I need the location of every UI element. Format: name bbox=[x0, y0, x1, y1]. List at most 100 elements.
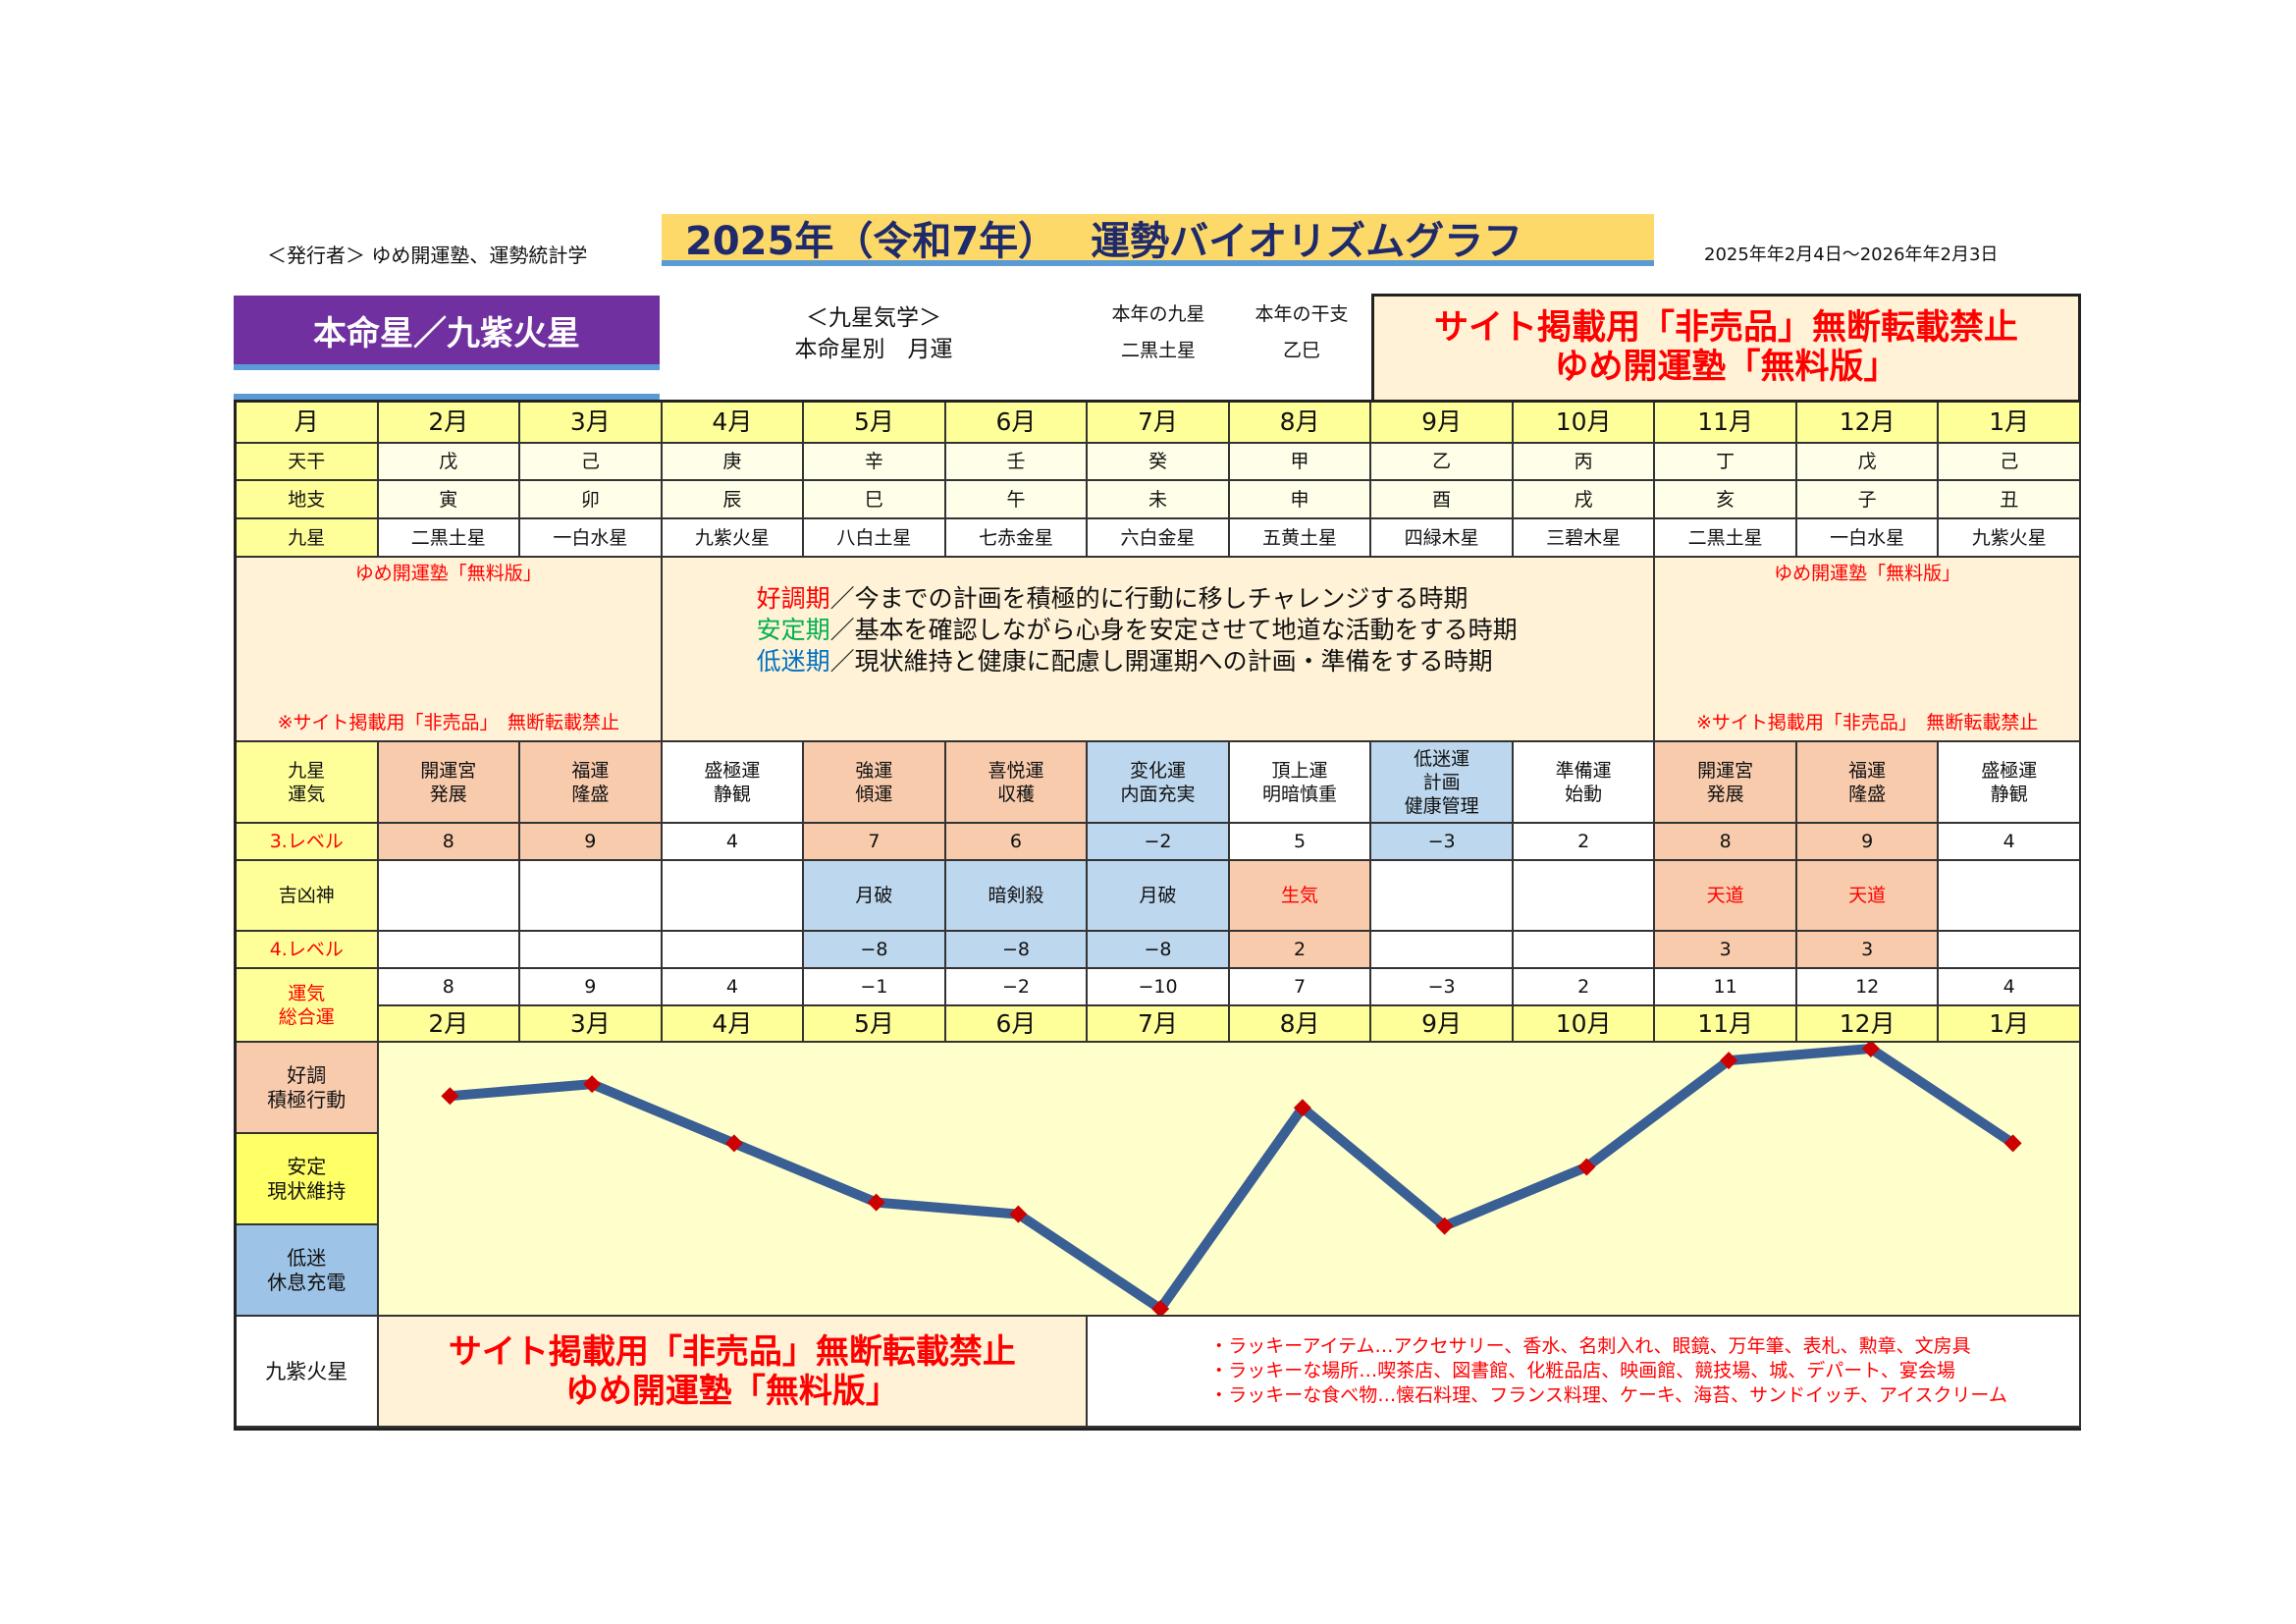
kikkyo-cell: 月破 bbox=[804, 861, 946, 932]
info-left: ゆめ開運塾「無料版」 ※サイト掲載用「非売品」 無断転載禁止 bbox=[237, 558, 663, 742]
unki-cell: 頂上運 明暗慎重 bbox=[1229, 742, 1372, 824]
tenkan-cell: 癸 bbox=[1088, 444, 1230, 481]
bottom-notice-1: サイト掲載用「非売品」無断転載禁止 bbox=[448, 1331, 1016, 1372]
info-left-bottom: ※サイト掲載用「非売品」 無断転載禁止 bbox=[277, 712, 620, 733]
unki-cell: 低迷運 計画 健康管理 bbox=[1371, 742, 1514, 824]
kikkyo-cell: 天道 bbox=[1796, 861, 1940, 932]
data-point-4月 bbox=[724, 1134, 743, 1153]
data-point-7月 bbox=[1150, 1299, 1169, 1315]
data-point-9月 bbox=[1435, 1217, 1454, 1235]
month-header: 2月 bbox=[378, 403, 521, 444]
level4-cell bbox=[662, 932, 805, 969]
chishi-cell: 申 bbox=[1229, 481, 1372, 519]
month-footer: 3月 bbox=[520, 1006, 663, 1043]
year-eto-label: 本年の干支 bbox=[1255, 303, 1349, 325]
level4-cell bbox=[1371, 932, 1514, 969]
sogo-cell: 8 bbox=[378, 969, 521, 1006]
level4-label: 4.レベル bbox=[237, 932, 379, 969]
kyusei-cell: 二黒土星 bbox=[378, 519, 521, 558]
info-right: ゆめ開運塾「無料版」 ※サイト掲載用「非売品」 無断転載禁止 bbox=[1655, 558, 2081, 742]
chishi-cell: 辰 bbox=[662, 481, 805, 519]
data-point-3月 bbox=[582, 1075, 601, 1094]
year-star-value: 二黒土星 bbox=[1120, 340, 1196, 361]
chart-area bbox=[378, 1043, 2081, 1317]
kikkyo-cell bbox=[520, 861, 663, 932]
kyusei-cell: 八白土星 bbox=[804, 519, 946, 558]
level4-cell bbox=[1939, 932, 2081, 969]
kyusei-cell: 一白水星 bbox=[1796, 519, 1940, 558]
data-point-1月 bbox=[2003, 1134, 2022, 1153]
unki-cell: 変化運 内面充実 bbox=[1088, 742, 1230, 824]
band-label: 低迷 休息充電 bbox=[237, 1225, 377, 1315]
level3-cell: −3 bbox=[1371, 824, 1514, 861]
level3-cell: 5 bbox=[1229, 824, 1372, 861]
month-header: 7月 bbox=[1088, 403, 1230, 444]
level4-cell bbox=[378, 932, 521, 969]
kikkyo-cell: 月破 bbox=[1088, 861, 1230, 932]
kyusei-cell: 二黒土星 bbox=[1655, 519, 1797, 558]
level3-cell: 8 bbox=[378, 824, 521, 861]
kikkyo-cell bbox=[662, 861, 805, 932]
month-header: 5月 bbox=[804, 403, 946, 444]
kikkyo-cell: 天道 bbox=[1655, 861, 1797, 932]
chart-band-labels: 好調 積極行動 安定 現状維持 低迷 休息充電 bbox=[237, 1043, 379, 1317]
chishi-cell: 亥 bbox=[1655, 481, 1797, 519]
chishi-cell: 戌 bbox=[1513, 481, 1656, 519]
month-footer: 4月 bbox=[662, 1006, 805, 1043]
notice-line-2: ゆめ開運塾「無料版」 bbox=[1554, 348, 1898, 387]
lucky-item: ・ラッキーアイテム…アクセサリー、香水、名刺入れ、眼鏡、万年筆、表札、勲章、文房… bbox=[1209, 1335, 1971, 1357]
lucky-list: ・ラッキーアイテム…アクセサリー、香水、名刺入れ、眼鏡、万年筆、表札、勲章、文房… bbox=[1088, 1317, 2081, 1428]
sogo-cell: −2 bbox=[945, 969, 1089, 1006]
legend-text: ／基本を確認しながら心身を安定させて地道な活動をする時期 bbox=[829, 616, 1518, 644]
month-footer: 2月 bbox=[378, 1006, 521, 1043]
tenkan-cell: 丙 bbox=[1513, 444, 1656, 481]
level4-cell: −8 bbox=[945, 932, 1089, 969]
year-star: 本年の九星 二黒土星 bbox=[1095, 297, 1222, 369]
chishi-cell: 巳 bbox=[804, 481, 946, 519]
kyusei-cell: 六白金星 bbox=[1088, 519, 1230, 558]
tenkan-cell: 戊 bbox=[378, 444, 521, 481]
sogo-cell: 4 bbox=[1939, 969, 2081, 1006]
level3-cell: −2 bbox=[1088, 824, 1230, 861]
legend-term: 好調期 bbox=[756, 584, 830, 613]
page-title: 2025年（令和7年） 運勢バイオリズムグラフ bbox=[662, 214, 1654, 266]
unki-cell: 盛極運 静観 bbox=[662, 742, 805, 824]
fortune-table: 月 2月 3月 4月 5月 6月 7月 8月 9月 10月 11月 12月 1月 天干戊己庚辛壬癸甲乙丙丁… bbox=[234, 400, 2081, 1431]
level3-cell: 4 bbox=[662, 824, 805, 861]
month-header: 1月 bbox=[1939, 403, 2081, 444]
level3-cell: 4 bbox=[1939, 824, 2081, 861]
month-footer: 5月 bbox=[804, 1006, 946, 1043]
chishi-cell: 子 bbox=[1796, 481, 1940, 519]
publisher: ＜発行者＞ ゆめ開運塾、運勢統計学 bbox=[267, 244, 588, 267]
data-point-12月 bbox=[1861, 1043, 1880, 1058]
sogo-cell: 11 bbox=[1655, 969, 1797, 1006]
sogo-cell: −10 bbox=[1088, 969, 1230, 1006]
level4-cell: 3 bbox=[1655, 932, 1797, 969]
sogo-cell: 9 bbox=[520, 969, 663, 1006]
unki-cell: 開運宮 発展 bbox=[1655, 742, 1797, 824]
level4-cell: 3 bbox=[1796, 932, 1940, 969]
chishi-cell: 丑 bbox=[1939, 481, 2081, 519]
level3-cell: 2 bbox=[1513, 824, 1656, 861]
sogo-cell: 2 bbox=[1513, 969, 1656, 1006]
kyusei-cell: 九紫火星 bbox=[662, 519, 805, 558]
legend-text: ／現状維持と健康に配慮し開運期への計画・準備をする時期 bbox=[829, 647, 1493, 676]
sogo-cell: 7 bbox=[1229, 969, 1372, 1006]
tenkan-cell: 乙 bbox=[1371, 444, 1514, 481]
month-footer: 1月 bbox=[1939, 1006, 2081, 1043]
band-label: 好調 積極行動 bbox=[237, 1043, 377, 1134]
legend-term: 低迷期 bbox=[756, 647, 830, 676]
month-header: 11月 bbox=[1655, 403, 1797, 444]
chishi-cell: 未 bbox=[1088, 481, 1230, 519]
lucky-item: ・ラッキーな場所…喫茶店、図書館、化粧品店、映画館、競技場、城、デパート、宴会場 bbox=[1209, 1360, 1955, 1381]
year-eto: 本年の干支 乙巳 bbox=[1238, 297, 1365, 369]
data-point-11月 bbox=[1719, 1052, 1737, 1070]
lucky-item: ・ラッキーな食べ物…懐石料理、フランス料理、ケーキ、海苔、サンドイッチ、アイスク… bbox=[1209, 1384, 2007, 1406]
kikkyo-label: 吉凶神 bbox=[237, 861, 379, 932]
biorhythm-chart bbox=[440, 1043, 2022, 1315]
chishi-cell: 午 bbox=[945, 481, 1089, 519]
unki-cell: 福運 隆盛 bbox=[520, 742, 663, 824]
level4-cell bbox=[520, 932, 663, 969]
level3-cell: 9 bbox=[1796, 824, 1940, 861]
info-legend: 好調期／今までの計画を積極的に行動に移しチャレンジする時期 安定期／基本を確認しな… bbox=[662, 558, 1656, 742]
